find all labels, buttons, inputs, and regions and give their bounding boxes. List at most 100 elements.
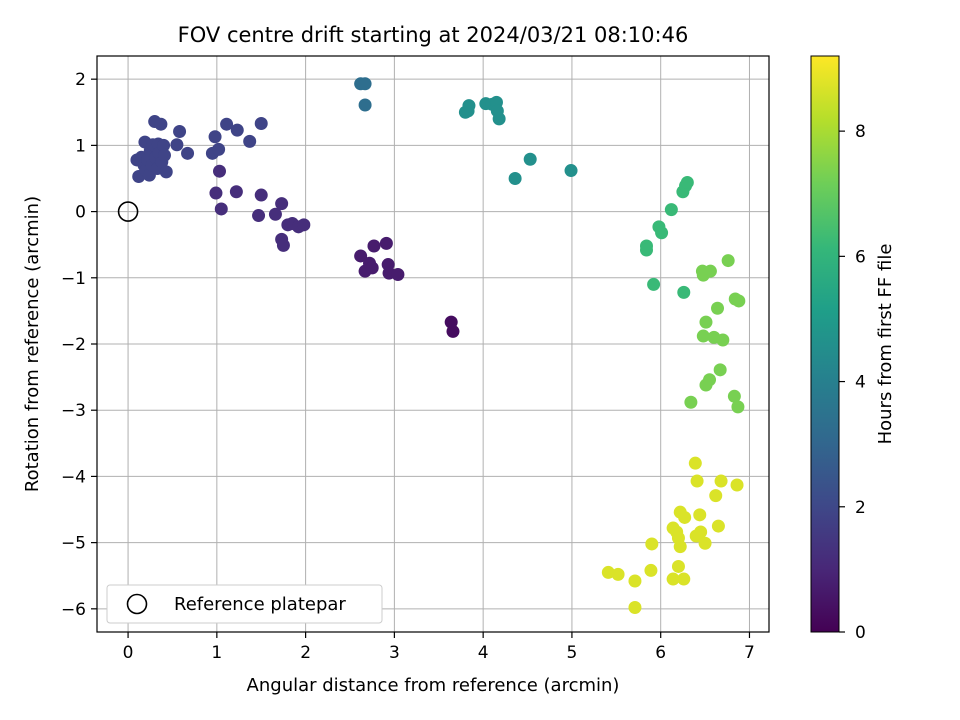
data-point — [243, 134, 257, 148]
colorbar-label: Hours from first FF file — [875, 244, 896, 445]
data-point — [711, 301, 725, 315]
colorbar-tick-label: 4 — [855, 373, 866, 393]
data-point — [564, 164, 578, 178]
data-point — [379, 236, 393, 250]
colorbar-tick-label: 6 — [855, 247, 866, 267]
x-tick-label: 2 — [300, 643, 311, 663]
x-tick-label: 6 — [655, 643, 666, 663]
data-point — [157, 148, 171, 162]
data-point — [492, 112, 506, 126]
x-tick-label: 3 — [389, 643, 400, 663]
x-axis-label: Angular distance from reference (arcmin) — [247, 675, 620, 696]
x-tick-label: 1 — [211, 643, 222, 663]
y-tick-label: −2 — [61, 335, 86, 355]
data-point — [209, 186, 223, 200]
y-tick-label: −1 — [61, 269, 86, 289]
data-point — [297, 218, 311, 232]
data-point — [220, 117, 234, 131]
data-point — [639, 243, 653, 257]
data-point — [727, 389, 741, 403]
legend: Reference platepar — [106, 584, 383, 624]
data-point — [677, 572, 691, 586]
x-tick-label: 4 — [478, 643, 489, 663]
data-point — [275, 197, 289, 211]
data-point — [677, 285, 691, 299]
data-point — [230, 123, 244, 137]
colorbar-tick-label: 8 — [855, 122, 866, 142]
x-tick-label: 7 — [744, 643, 755, 663]
data-point — [254, 188, 268, 202]
data-point — [680, 175, 694, 189]
data-point — [671, 559, 685, 573]
y-tick-label: −6 — [61, 600, 86, 620]
y-tick-label: 0 — [75, 203, 86, 223]
y-tick-label: 1 — [75, 136, 86, 156]
data-point — [268, 207, 282, 221]
data-point — [601, 565, 615, 579]
data-point — [696, 329, 710, 343]
x-tick-label: 5 — [567, 643, 578, 663]
data-point — [690, 474, 704, 488]
colorbar-ticks: 0 2 4 6 8 — [839, 122, 866, 643]
data-point — [721, 254, 735, 268]
data-point — [252, 209, 266, 223]
data-point — [229, 185, 243, 199]
legend-box — [106, 584, 383, 624]
chart-title: FOV centre drift starting at 2024/03/21 … — [178, 23, 689, 47]
data-point — [254, 117, 268, 131]
y-tick-label: −4 — [61, 467, 86, 487]
data-point — [699, 315, 713, 329]
data-point — [462, 99, 476, 113]
data-point — [647, 277, 661, 291]
data-point — [703, 264, 717, 278]
x-tick-label: 0 — [123, 643, 134, 663]
data-point — [714, 474, 728, 488]
data-point — [523, 152, 537, 166]
data-point — [694, 525, 708, 539]
data-point — [628, 601, 642, 615]
data-point — [732, 294, 746, 308]
data-point — [611, 567, 625, 581]
data-point — [508, 171, 522, 185]
colorbar-tick-label: 0 — [855, 623, 866, 643]
data-point — [354, 249, 368, 263]
data-point — [213, 164, 227, 178]
data-point — [214, 202, 228, 216]
data-point — [367, 239, 381, 253]
y-tick-label: 2 — [75, 70, 86, 90]
legend-label-reference: Reference platepar — [174, 594, 346, 615]
data-point — [716, 333, 730, 347]
y-tick-label: −5 — [61, 534, 86, 554]
data-point — [628, 574, 642, 588]
data-point — [709, 489, 723, 503]
data-point — [154, 117, 168, 131]
data-point — [664, 203, 678, 217]
data-point — [673, 540, 687, 554]
data-point — [731, 400, 745, 414]
data-point — [645, 537, 659, 551]
data-point — [684, 395, 698, 409]
y-axis-ticks: −6 −5 −4 −3 −2 −1 0 1 2 — [61, 70, 97, 620]
data-point — [688, 456, 702, 470]
data-point — [159, 165, 173, 179]
legend-marker-reference — [126, 593, 148, 615]
data-point — [678, 510, 692, 524]
data-point — [391, 267, 405, 281]
colorbar-tick-label: 2 — [855, 498, 866, 518]
data-points — [130, 77, 746, 615]
data-point — [208, 130, 222, 144]
data-point — [698, 536, 712, 550]
data-point — [358, 77, 372, 91]
data-point — [644, 563, 658, 577]
colorbar — [810, 55, 840, 633]
data-point — [713, 363, 727, 377]
data-point — [358, 98, 372, 112]
data-point — [173, 124, 187, 138]
reference-platepar-marker — [117, 201, 139, 222]
data-point — [170, 138, 184, 152]
data-point — [730, 478, 744, 492]
data-point — [181, 146, 195, 160]
data-point — [655, 226, 669, 240]
data-point — [157, 138, 171, 152]
